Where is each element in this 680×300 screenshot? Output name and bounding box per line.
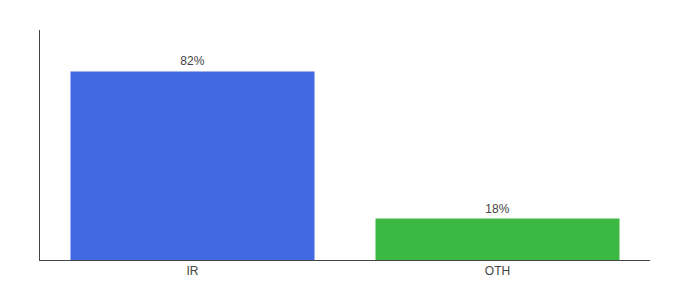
svg-text:82%: 82%: [180, 54, 204, 68]
svg-text:IR: IR: [187, 264, 199, 278]
svg-text:18%: 18%: [485, 202, 509, 216]
svg-text:OTH: OTH: [485, 264, 510, 278]
